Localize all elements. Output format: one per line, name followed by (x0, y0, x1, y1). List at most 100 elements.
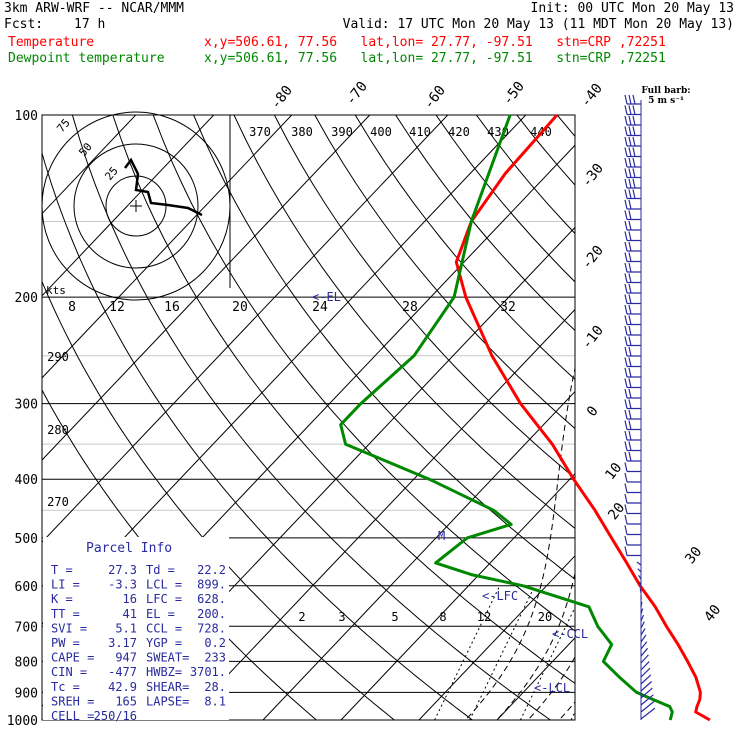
wind-barb (638, 574, 642, 580)
mixing-ratio-label: 20 (538, 610, 552, 624)
parcel-info-value: 3.17 (108, 636, 137, 650)
valid-time: Valid: 17 UTC Mon 20 May 13 (11 MDT Mon … (342, 17, 734, 32)
wind-barb (624, 399, 641, 410)
pressure-tick-label: 300 (15, 398, 38, 413)
parcel-info-label: LCL = (146, 578, 182, 592)
hodograph (41, 111, 231, 301)
dry-adiabat (42, 151, 474, 720)
parcel-info-value: 22.2 (197, 563, 226, 577)
wind-barb (640, 608, 644, 615)
legend-dewpoint-info: x,y=506.61, 77.56 lat,lon= 27.77, -97.51… (204, 51, 666, 66)
moist-adiabats (464, 297, 740, 733)
pressure-tick-label: 600 (15, 580, 38, 595)
moist-adiabat (703, 297, 740, 733)
parcel-info-label: LI = (51, 578, 80, 592)
isotherm-line (42, 115, 449, 543)
wind-barb (624, 525, 641, 536)
wind-barb (624, 514, 641, 525)
pressure-tick-label: 1000 (7, 714, 38, 729)
forecast-label: Fcst: (4, 17, 44, 32)
wind-barb (624, 336, 641, 347)
wind-barb (624, 483, 641, 494)
isotherm-label: -80 (268, 83, 296, 113)
moist-adiabat (496, 571, 575, 720)
parcel-level-marker: <-CCL (552, 627, 588, 641)
parcel-info-value: 233 (204, 651, 226, 665)
wind-barb (624, 451, 641, 462)
dry-adiabat (598, 115, 740, 733)
parcel-info-label: SHEAR= (146, 680, 189, 694)
isotherm-label: -10 (579, 323, 607, 353)
parcel-info-value: 16 (123, 592, 137, 606)
wind-barb (640, 700, 655, 713)
init-time: Init: 00 UTC Mon 20 May 13 (530, 1, 735, 16)
wind-barb (640, 601, 643, 608)
wind-barb (624, 252, 641, 263)
legend-temperature-info: x,y=506.61, 77.56 lat,lon= 27.77, -97.51… (204, 35, 666, 50)
isotherm-line (731, 115, 740, 720)
parcel-info-value: 200. (197, 607, 226, 621)
wind-barb (624, 294, 641, 305)
hodograph-ring (73, 143, 199, 269)
parcel-info-label: T = (51, 563, 73, 577)
hodograph-trace (124, 157, 203, 217)
isotherm-label: 10 (602, 460, 625, 483)
legend-temperature-name: Temperature (8, 35, 95, 50)
moist-adiabat (464, 365, 575, 720)
theta-side-label: 290 (47, 350, 69, 364)
isotherm-line (262, 390, 575, 720)
parcel-info-label: LFC = (146, 592, 182, 606)
isotherm-label: -20 (579, 243, 607, 273)
isotherm-line (340, 472, 575, 720)
wind-barb (624, 315, 641, 326)
isotherm-label: 0 (584, 403, 602, 419)
pressure-tick-label: 500 (15, 532, 38, 547)
moist-adiabat (527, 656, 575, 720)
parcel-info-value: 28. (204, 680, 226, 694)
wind-barb (640, 661, 650, 671)
parcel-info-label: TT = (51, 607, 80, 621)
wind-barb (624, 546, 641, 557)
parcel-level-marker: <-EL (312, 290, 341, 304)
wind-barb (640, 614, 645, 622)
mixing-ratio-line (469, 585, 536, 720)
parcel-info-label: LAPSE= (146, 694, 189, 708)
hodograph-unit-label: kts (46, 284, 66, 297)
wind-barb (624, 220, 641, 231)
hodograph-ring-label: 50 (76, 140, 94, 159)
parcel-level-marker: <-LCL (534, 681, 570, 695)
parcel-info-value: 728. (197, 621, 226, 635)
parcel-info-label: HWBZ= (146, 665, 182, 679)
wind-barb (624, 147, 641, 158)
dry-adiabat (193, 115, 575, 580)
theta-label: 370 (249, 125, 271, 139)
moist-adiabat-label: 32 (500, 300, 516, 315)
parcel-level-marker: <-LFC (482, 589, 518, 603)
pressure-tick-label: 800 (15, 655, 38, 670)
parcel-info-value: 41 (123, 607, 137, 621)
isotherm-line (418, 555, 575, 720)
pressure-tick-label: 400 (15, 473, 38, 488)
wind-barb (640, 654, 649, 664)
dry-adiabat (233, 115, 575, 530)
mixing-ratio-label: 12 (477, 610, 491, 624)
moist-adiabat-label: 24 (312, 300, 328, 315)
isotherm-line (42, 115, 371, 461)
parcel-info-value: 42.9 (108, 680, 137, 694)
isotherm-label: -60 (421, 83, 449, 113)
wind-barb (624, 304, 641, 315)
parcel-info-value: -477 (108, 665, 137, 679)
grey-lines (42, 221, 575, 511)
wind-barb (624, 105, 641, 116)
moist-adiabat-label: 20 (232, 300, 248, 315)
parcel-info-label: YGP = (146, 636, 182, 650)
parcel-info-value: -3.3 (108, 578, 137, 592)
wind-barb (624, 430, 641, 441)
wind-barb (624, 231, 641, 242)
wind-barb (640, 634, 647, 643)
parcel-info-value: 947 (115, 651, 137, 665)
wind-barb (624, 262, 641, 273)
dry-adiabat (354, 115, 575, 381)
dewpoint-profile (339, 114, 674, 721)
dry-adiabat (152, 115, 575, 632)
